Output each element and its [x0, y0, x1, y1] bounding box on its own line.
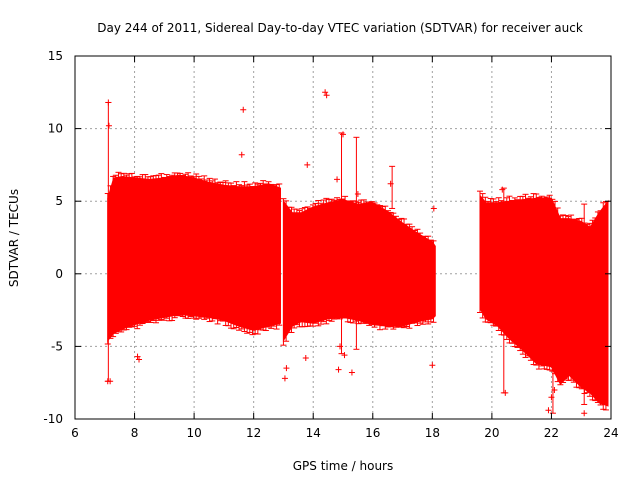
outlier-point	[283, 365, 290, 372]
x-tick-label: 8	[131, 426, 139, 440]
axis-ticks: 6 8 10 12 14 16 18 20 22 24 -10 -5 0 5 10 15	[43, 49, 618, 440]
outlier-point	[238, 151, 245, 158]
x-tick-label: 20	[484, 426, 499, 440]
outlier-point	[581, 410, 588, 417]
y-tick-label: 15	[48, 49, 63, 63]
y-tick-label: 5	[55, 194, 63, 208]
outlier-point	[302, 355, 309, 362]
y-tick-label: -5	[51, 339, 63, 353]
outlier-point	[502, 389, 509, 396]
x-tick-label: 22	[544, 426, 559, 440]
x-tick-label: 14	[306, 426, 321, 440]
x-tick-label: 16	[365, 426, 380, 440]
outlier-point	[354, 190, 361, 197]
series-segment-3	[476, 190, 609, 411]
outlier-point	[105, 99, 112, 106]
x-tick-label: 12	[246, 426, 261, 440]
outlier-point	[323, 92, 330, 99]
data-series	[104, 89, 609, 417]
series-segment-1	[104, 171, 283, 345]
outlier-point	[107, 378, 114, 385]
outlier-point	[341, 352, 348, 359]
outlier-point	[551, 386, 558, 393]
outlier-point	[136, 356, 143, 363]
x-tick-label: 10	[186, 426, 201, 440]
y-tick-label: -10	[43, 412, 63, 426]
x-tick-label: 6	[71, 426, 79, 440]
outlier-point	[322, 89, 329, 96]
outlier-point	[281, 375, 288, 382]
outlier-point	[499, 186, 506, 193]
outlier-point	[304, 161, 311, 168]
outlier-point	[335, 366, 342, 373]
outlier-point	[240, 106, 247, 113]
outlier-point	[548, 394, 555, 401]
outlier-point	[337, 343, 344, 350]
outlier-point	[134, 353, 141, 360]
plot-frame	[74, 55, 612, 420]
outlier-point	[105, 122, 112, 129]
y-tick-label: 10	[48, 122, 63, 136]
y-tick-label: 0	[55, 267, 63, 281]
x-tick-label: 24	[603, 426, 618, 440]
outlier-point	[340, 131, 346, 138]
outlier-point	[387, 180, 394, 187]
series-segment-2	[280, 195, 437, 346]
outlier-point	[334, 176, 341, 183]
x-tick-label: 18	[425, 426, 440, 440]
outlier-point	[430, 205, 437, 212]
outlier-point	[348, 369, 355, 376]
series-envelope	[107, 174, 281, 343]
y-axis-label: SDTVAR / TECUs	[7, 189, 21, 287]
outlier-point	[545, 407, 552, 414]
x-axis-label: GPS time / hours	[293, 459, 394, 473]
chart-title: Day 244 of 2011, Sidereal Day-to-day VTE…	[97, 21, 583, 35]
outlier-point	[429, 362, 436, 369]
